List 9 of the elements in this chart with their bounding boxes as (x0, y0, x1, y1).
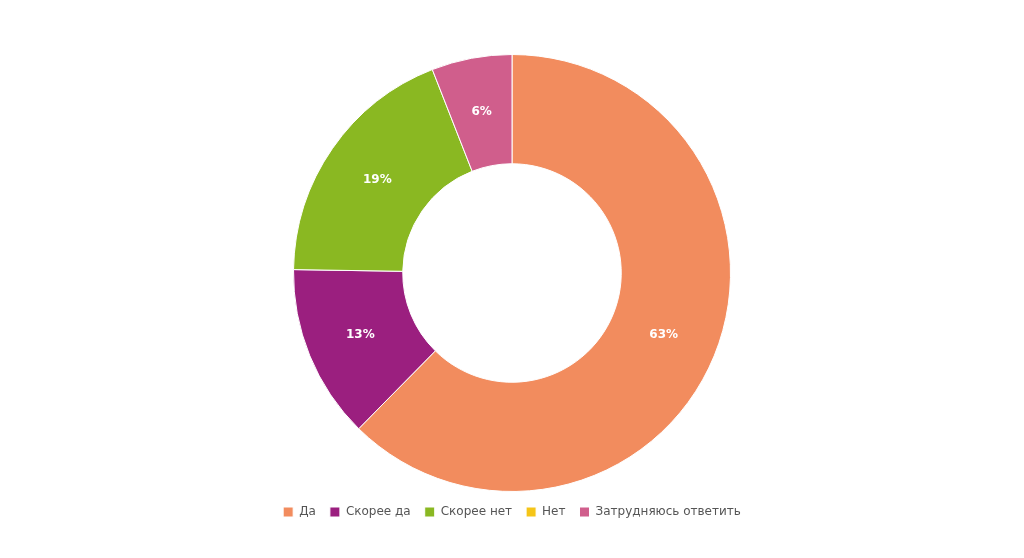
legend-label: Затрудняюсь ответить (595, 504, 741, 519)
legend-label: Нет (542, 504, 566, 519)
data-label: 6% (471, 104, 492, 119)
legend-label: Да (299, 504, 316, 519)
legend-label: Скорее нет (440, 504, 513, 519)
legend-label: Скорее да (345, 504, 411, 519)
data-label: 19% (362, 171, 392, 186)
data-label: 13% (345, 327, 375, 342)
data-label: 63% (649, 327, 679, 342)
